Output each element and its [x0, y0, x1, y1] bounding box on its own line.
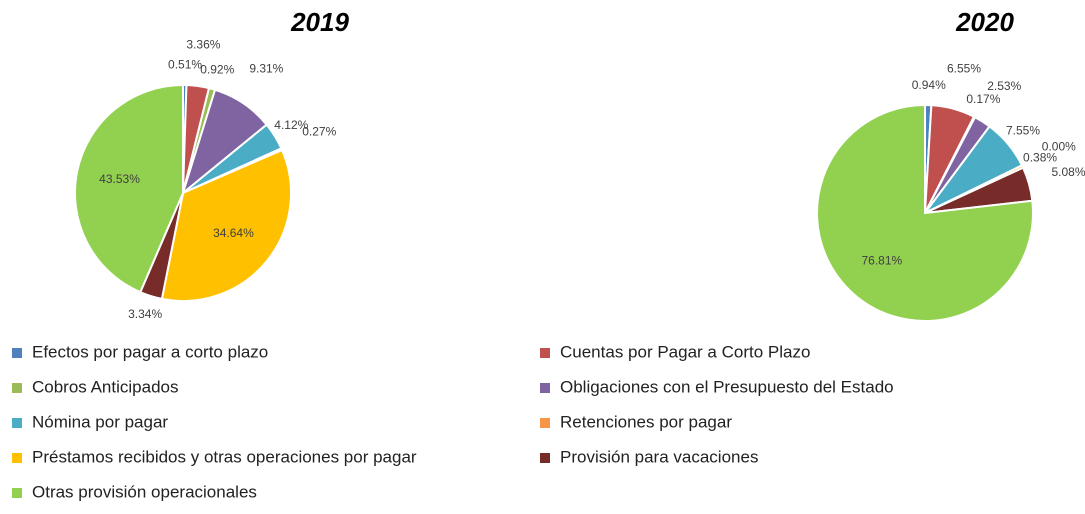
legend-label: Cobros Anticipados [32, 377, 178, 396]
legend-swatch [12, 453, 22, 463]
data-label: 0.94% [912, 78, 946, 92]
legend-label: Obligaciones con el Presupuesto del Esta… [560, 377, 894, 396]
legend-swatch [12, 418, 22, 428]
legend-swatch [540, 348, 550, 358]
data-label: 6.55% [947, 61, 981, 75]
legend-label: Otras provisión operacionales [32, 482, 257, 501]
pie-slice [160, 148, 292, 302]
data-label: 0.00% [1042, 140, 1076, 154]
legend-swatch [12, 348, 22, 358]
data-label: 9.31% [249, 62, 283, 76]
chart-title: 2020 [955, 7, 1014, 37]
legend-swatch [540, 383, 550, 393]
data-label: 0.17% [966, 92, 1000, 106]
data-label: 34.64% [213, 226, 254, 240]
data-label: 3.34% [128, 307, 162, 321]
legend-label: Retenciones por pagar [560, 412, 732, 431]
legend-label: Efectos por pagar a corto plazo [32, 342, 268, 361]
data-label: 2.53% [987, 79, 1021, 93]
pie-slice [74, 83, 184, 294]
data-label: 43.53% [99, 172, 140, 186]
data-label: 0.27% [302, 125, 336, 139]
data-label: 76.81% [861, 254, 902, 268]
legend-label: Cuentas por Pagar a Corto Plazo [560, 342, 810, 361]
legend-swatch [12, 383, 22, 393]
legend-swatch [540, 418, 550, 428]
legend-label: Provisión para vacaciones [560, 447, 758, 466]
data-label: 3.36% [186, 38, 220, 52]
legend-swatch [540, 453, 550, 463]
chart-title: 2019 [290, 7, 349, 37]
data-label: 5.08% [1052, 165, 1085, 179]
pie-slice [816, 103, 1034, 322]
data-label: 4.12% [274, 118, 308, 132]
data-label: 0.92% [200, 62, 234, 76]
legend-label: Préstamos recibidos y otras operaciones … [32, 447, 417, 466]
data-label: 7.55% [1006, 124, 1040, 138]
legend-label: Nómina por pagar [32, 412, 168, 431]
legend-swatch [12, 488, 22, 498]
data-label: 0.51% [168, 58, 202, 72]
data-label: 0.38% [1023, 150, 1057, 164]
